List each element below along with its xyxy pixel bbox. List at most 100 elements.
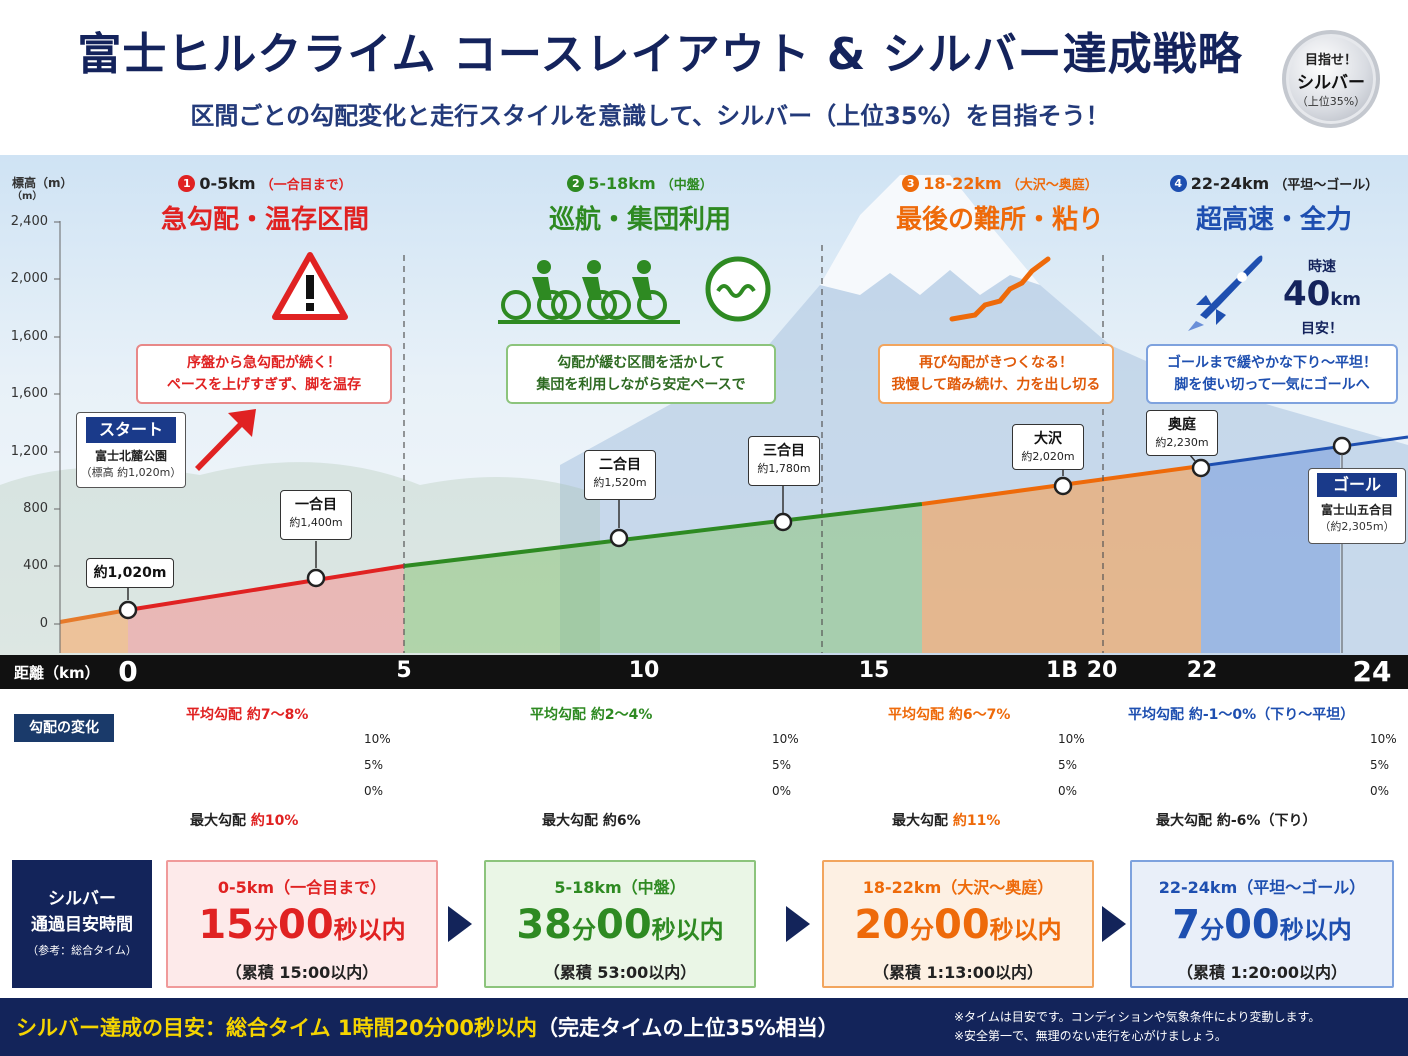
gradient-4-max-label: 最大勾配 bbox=[1156, 813, 1212, 829]
scale-5: 5% bbox=[772, 758, 792, 772]
section-1-name: 急勾配・温存区間 bbox=[160, 205, 369, 235]
gradient-2-max-value: 約6% bbox=[602, 813, 641, 829]
marker-start bbox=[118, 600, 138, 620]
time-box-1-minutes: 15 bbox=[198, 902, 254, 948]
time-box-3-sec-unit: 秒以内 bbox=[989, 916, 1062, 944]
gradient-1-max: 最大勾配 約10% bbox=[190, 810, 298, 830]
distance-tick: 22 bbox=[1186, 658, 1218, 683]
profile-markers bbox=[118, 436, 1352, 620]
gradient-4-max-value: 約-6%（下り） bbox=[1216, 813, 1317, 829]
y-tick-label: 2,400 bbox=[10, 214, 48, 229]
time-box-3-minutes: 20 bbox=[854, 902, 910, 948]
profile-line-section-4 bbox=[1200, 435, 1408, 468]
ichigome-elevation: 約1,400m bbox=[289, 516, 343, 529]
gradient-3-max-value: 約11% bbox=[952, 813, 1001, 829]
scale-5: 5% bbox=[1058, 758, 1078, 772]
section-3-range: 18-22km bbox=[923, 174, 1002, 193]
section-2-sub: （中盤） bbox=[660, 178, 713, 193]
time-box-4-minutes: 7 bbox=[1172, 902, 1201, 948]
time-box-3-cumulative: （累積 1:13:00以内） bbox=[872, 963, 1044, 982]
gradient-3-scale: 10% 5% 0% bbox=[1058, 726, 1085, 804]
gradient-2-scale: 10% 5% 0% bbox=[772, 726, 799, 804]
y-tick-label: 0 bbox=[39, 616, 48, 631]
marker-ichigome bbox=[306, 568, 326, 588]
section-2-name: 巡航・集団利用 bbox=[548, 205, 731, 235]
speed-unit: km bbox=[1330, 289, 1362, 310]
y-tick-label: 1,600 bbox=[10, 386, 48, 401]
marker-nigome bbox=[609, 528, 629, 548]
gradient-1-title: 平均勾配 約7～8% bbox=[186, 707, 309, 723]
time-box-1-seconds: 00 bbox=[278, 902, 334, 948]
medal-line-2: シルバー bbox=[1297, 73, 1365, 93]
time-box-2: 5-18km（中盤） 38分00秒以内 （累積 53:00以内） bbox=[484, 860, 756, 988]
distance-tick: 1B bbox=[1045, 658, 1079, 683]
area-fill-section-4 bbox=[1201, 448, 1340, 653]
medal-line-3: （上位35%） bbox=[1296, 95, 1366, 108]
distance-label: 距離（km） bbox=[14, 664, 100, 682]
sangome-name: 三合目 bbox=[763, 443, 805, 459]
section-3-name: 最後の難所・粘り bbox=[895, 205, 1104, 235]
y-axis-title: 標高（m） （m） bbox=[12, 176, 73, 204]
section-1-callout: 序盤から急勾配が続く！ ペースを上げすぎず、脚を温存 bbox=[136, 344, 392, 404]
speed-value: 40 bbox=[1282, 274, 1331, 314]
scale-0: 0% bbox=[364, 784, 384, 798]
steady-pace-icon bbox=[705, 256, 771, 322]
y-tick-label: 800 bbox=[23, 501, 48, 516]
footer-summary-note: （完走タイムの上位35%相当） bbox=[536, 1016, 839, 1040]
section-4-callout-line-1: ゴールまで緩やかな下り～平坦！ bbox=[1167, 355, 1377, 371]
gradient-3-title: 平均勾配 約6～7% bbox=[888, 707, 1011, 723]
nigome-name: 二合目 bbox=[599, 457, 641, 473]
section-4-sub: （平坦～ゴール） bbox=[1274, 178, 1379, 193]
scale-10: 10% bbox=[1058, 732, 1085, 746]
scale-0: 0% bbox=[772, 784, 792, 798]
time-box-4-sec-unit: 秒以内 bbox=[1279, 916, 1352, 944]
area-fill-section-2 bbox=[404, 504, 922, 653]
page-subtitle: 区間ごとの勾配変化と走行スタイルを意識して、シルバー（上位35%）を目指そう！ bbox=[190, 102, 1110, 130]
section-3-callout: 再び勾配がきつくなる！ 我慢して踏み続け、力を出し切る bbox=[878, 344, 1114, 404]
gradient-1-max-label: 最大勾配 bbox=[190, 813, 246, 829]
footer-note-1: ※タイムは目安です。コンディションや気象条件により変動します。 bbox=[954, 1010, 1321, 1024]
section-1-callout-line-1: 序盤から急勾配が続く！ bbox=[187, 355, 341, 371]
section-3-callout-line-2: 我慢して踏み続け、力を出し切る bbox=[891, 377, 1101, 393]
section-4-header: 4 22-24km （平坦～ゴール） 超高速・全力 bbox=[1140, 174, 1408, 236]
header: 富士ヒルクライム コースレイアウト & シルバー達成戦略 区間ごとの勾配変化と走… bbox=[0, 0, 1408, 155]
osawa-tag: 大沢 約2,020m bbox=[1012, 424, 1084, 470]
time-box-3-seconds: 00 bbox=[934, 902, 990, 948]
distance-tick: 0 bbox=[118, 655, 138, 688]
distance-tick: 15 bbox=[858, 658, 890, 683]
area-fill-section-1 bbox=[128, 566, 404, 653]
start-elevation: （標高 約1,020m） bbox=[80, 466, 182, 479]
distance-tick: 20 bbox=[1086, 658, 1118, 683]
section-3-callout-line-1: 再び勾配がきつくなる！ bbox=[919, 355, 1073, 371]
footer: シルバー達成の目安：総合タイム 1時間20分00秒以内（完走タイムの上位35%相… bbox=[0, 998, 1408, 1056]
start-place: 富士北麓公園 bbox=[94, 449, 167, 463]
nigome-tag: 二合目 約1,520m bbox=[584, 450, 656, 500]
ichigome-tag: 一合目 約1,400m bbox=[280, 490, 352, 540]
section-1-header: 1 0-5km （一合目まで） 急勾配・温存区間 bbox=[120, 174, 410, 236]
y-axis-title-line-1: 標高（m） bbox=[12, 176, 73, 190]
mt-fuji-snowcap bbox=[820, 175, 1040, 295]
time-box-1: 0-5km（一合目まで） 15分00秒以内 （累積 15:00以内） bbox=[166, 860, 438, 988]
time-box-1-head: 0-5km（一合目まで） bbox=[217, 878, 387, 897]
cyclist-heads bbox=[532, 260, 652, 300]
nigome-elevation: 約1,520m bbox=[593, 476, 647, 489]
time-box-2-min-unit: 分 bbox=[572, 916, 596, 944]
time-box-4-seconds: 00 bbox=[1224, 902, 1280, 948]
silver-time-label: シルバー 通過目安時間 （参考：総合タイム） bbox=[12, 860, 152, 988]
okuniwa-name: 奥庭 bbox=[1168, 417, 1196, 433]
scale-10: 10% bbox=[364, 732, 391, 746]
section-2-callout-line-2: 集団を利用しながら安定ペースで bbox=[536, 377, 746, 393]
silver-time-label-3: （参考：総合タイム） bbox=[27, 944, 137, 957]
osawa-elevation: 約2,020m bbox=[1021, 450, 1075, 463]
cycling-group-icon bbox=[498, 290, 680, 324]
start-elevation-value: 約1,020m bbox=[93, 565, 167, 581]
time-box-2-seconds: 00 bbox=[596, 902, 652, 948]
gradient-2-max-label: 最大勾配 bbox=[542, 813, 598, 829]
speed-note: 目安！ bbox=[1301, 321, 1343, 337]
speed-indicator: 時速 40km 目安！ bbox=[1282, 256, 1362, 338]
y-axis-ticks bbox=[54, 221, 60, 625]
speed-label: 時速 bbox=[1308, 259, 1336, 275]
chevron-right-icon bbox=[448, 906, 472, 942]
gradient-2-title: 平均勾配 約2～4% bbox=[530, 707, 653, 723]
medal-line-1: 目指せ！ bbox=[1304, 53, 1357, 68]
